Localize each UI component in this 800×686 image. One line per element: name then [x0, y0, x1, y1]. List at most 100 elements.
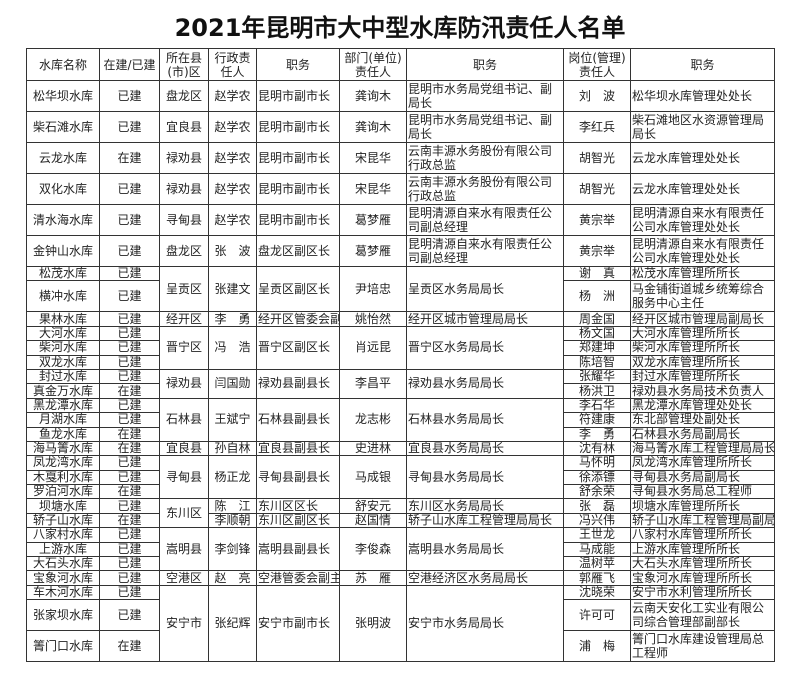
admin-person: 陈 江 — [208, 498, 257, 514]
dept-title: 宜良县水务局局长 — [406, 440, 564, 457]
mgr-person: 张耀华 — [563, 368, 631, 385]
admin-title: 寻甸县副县长 — [256, 455, 340, 500]
dept-person: 李俊森 — [339, 527, 407, 572]
reservoir-name: 清水海水库 — [26, 204, 100, 236]
dept-title: 晋宁区水务局局长 — [406, 325, 564, 370]
reservoir-name: 八家村水库 — [26, 527, 100, 543]
construction-status: 已建 — [99, 354, 160, 370]
admin-person: 闫国勋 — [208, 368, 257, 399]
county: 寻甸县 — [159, 455, 209, 500]
header-col-county: 所在县(市)区 — [159, 48, 209, 81]
table-row: 金钟山水库 已建 盘龙区张 波盘龙区副区长 葛梦雁 昆明清源自来水有限责任公司副总经理黄… — [26, 235, 775, 267]
dept-title: 轿子山水库工程管理局局长 — [406, 512, 564, 529]
mgr-title: 柴石滩地区水资源管理局局长 — [630, 111, 775, 143]
reservoir-name: 双龙水库 — [26, 354, 100, 370]
reservoir-name: 凤龙湾水库 — [26, 455, 100, 471]
admin-title: 盘龙区副区长 — [256, 235, 340, 267]
mgr-person: 胡智光 — [563, 173, 631, 205]
construction-status: 已建 — [99, 412, 160, 428]
dept-title: 空港经济区水务局局长 — [406, 570, 564, 586]
county: 安宁市 — [159, 584, 209, 663]
mgr-title: 石林县水务局副局长 — [630, 426, 775, 442]
dept-person: 龚询木 — [339, 111, 407, 143]
reservoir-name: 大石头水库 — [26, 556, 100, 572]
construction-status: 已建 — [99, 325, 160, 342]
construction-status: 已建 — [99, 235, 160, 267]
reservoir-name: 上游水库 — [26, 541, 100, 558]
header-row: 水库名称 在建/已建 所在县(市)区 行政责任人 职务 部门(单位)责任人 职务 岗位(管理)… — [26, 48, 775, 81]
county: 盘龙区 — [159, 80, 209, 112]
admin-person: 赵学农 — [208, 173, 257, 205]
county: 宜良县 — [159, 440, 209, 457]
mgr-title: 经开区城市管理局副局长 — [630, 311, 775, 327]
header-col-reservoir-name: 水库名称 — [26, 48, 100, 81]
reservoir-name: 松茂水库 — [26, 265, 100, 282]
admin-title: 石林县副县长 — [256, 397, 340, 442]
dept-title: 呈贡区水务局局长 — [406, 265, 564, 313]
table-row: 柴河水库 已建 郑建坤 柴河水库管理所所长 — [26, 340, 775, 356]
table-row: 封过水库 已建 禄劝县 闫国勋 禄劝县副县长 李昌平 禄劝县水务局局长 张耀华 封过水库管理所所… — [26, 368, 775, 399]
county: 寻甸县 — [159, 204, 209, 236]
reservoir-name: 金钟山水库 — [26, 235, 100, 267]
dept-person: 苏 雁 — [339, 570, 407, 586]
reservoir-name: 坝塘水库 — [26, 498, 100, 514]
reservoir-name: 轿子山水库 — [26, 512, 100, 529]
construction-status: 已建 — [99, 204, 160, 236]
mgr-person: 李红兵 — [563, 111, 631, 143]
county: 禄劝县 — [159, 368, 209, 399]
admin-title: 晋宁区副区长 — [256, 325, 340, 370]
admin-person: 李 勇 — [208, 311, 257, 327]
dept-person: 李昌平 — [339, 368, 407, 399]
admin-title: 东川区副区长 — [256, 512, 340, 529]
reservoir-name: 大河水库 — [26, 325, 100, 342]
county: 晋宁区 — [159, 325, 209, 370]
dept-title: 经开区城市管理局局长 — [406, 311, 564, 327]
mgr-title: 云南天安化工实业有限公司综合管理部副部长 — [630, 599, 775, 632]
dept-title: 禄劝县水务局局长 — [406, 368, 564, 399]
table-row: 松茂水库 已建 呈贡区 张建文 呈贡区副区长 尹培忠 呈贡区水务局局长谢 真松茂水库管理所所… — [26, 265, 775, 313]
county: 空港区 — [159, 570, 209, 586]
reservoir-name: 罗泊河水库 — [26, 484, 100, 500]
reservoir-name: 松华坝水库 — [26, 80, 100, 112]
mgr-person: 浦 梅 — [563, 630, 631, 663]
construction-status: 在建 — [99, 440, 160, 457]
mgr-person: 黄宗举 — [563, 204, 631, 236]
mgr-title: 黑龙潭水库管理处处长 — [630, 397, 775, 414]
table-row: 云龙水库 在建 禄劝县 赵学农 昆明市副市长 宋昆华 云南丰源水务股份有限公司行政总监 胡智光… — [26, 142, 775, 174]
admin-title: 禄劝县副县长 — [256, 368, 340, 399]
table-row: 横冲水库 已建 杨 洲马金铺街道城乡统筹综合服务中心主任 — [26, 280, 775, 313]
dept-person: 尹培忠 — [339, 265, 407, 313]
county: 呈贡区 — [159, 265, 209, 313]
reservoir-name: 车木河水库 — [26, 584, 100, 601]
reservoir-name: 月湖水库 — [26, 412, 100, 428]
dept-person: 肖远昆 — [339, 325, 407, 370]
mgr-title: 寻甸县水务局副局长 — [630, 469, 775, 486]
admin-title: 昆明市副市长 — [256, 173, 340, 205]
table-row: 轿子山水库 在建 李顺朝 东川区副区长 赵国情 轿子山水库工程管理局局长 冯兴伟 轿子山水库工… — [26, 512, 775, 529]
table-row: 黑龙潭水库 已建 石林县 王斌宁 石林县副县长 龙志彬 石林县水务局局长 李石华 黑龙潭水库管理… — [26, 397, 775, 442]
mgr-person: 冯兴伟 — [563, 512, 631, 529]
table-row: 真金万水库 在建 杨洪卫 禄劝县水务局技术负责人 — [26, 383, 775, 399]
mgr-title: 马金铺街道城乡统筹综合服务中心主任 — [630, 280, 775, 313]
dept-title: 昆明市水务局党组书记、副局长 — [406, 111, 564, 143]
admin-person: 张纪辉 — [208, 584, 257, 663]
mgr-title: 松华坝水库管理处处长 — [630, 80, 775, 112]
county: 盘龙区 — [159, 235, 209, 267]
mgr-title: 大河水库管理所所长 — [630, 325, 775, 342]
dept-title: 东川区水务局局长 — [406, 498, 564, 514]
construction-status: 已建 — [99, 80, 160, 112]
mgr-person: 符建康 — [563, 412, 631, 428]
dept-person: 赵国情 — [339, 512, 407, 529]
dept-person: 张明波 — [339, 584, 407, 663]
construction-status: 已建 — [99, 397, 160, 414]
construction-status: 已建 — [99, 340, 160, 356]
mgr-title: 云龙水库管理处处长 — [630, 142, 775, 174]
dept-title: 昆明清源自来水有限责任公司副总经理 — [406, 235, 564, 267]
table-row: 大河水库 已建 晋宁区冯 浩晋宁区副区长 肖远昆 晋宁区水务局局长 杨文国 大河水库管理所所… — [26, 325, 775, 370]
dept-person: 马成银 — [339, 455, 407, 500]
construction-status: 在建 — [99, 426, 160, 442]
dept-title: 寻甸县水务局局长 — [406, 455, 564, 500]
header-col-admin-person: 行政责任人 — [208, 48, 257, 81]
